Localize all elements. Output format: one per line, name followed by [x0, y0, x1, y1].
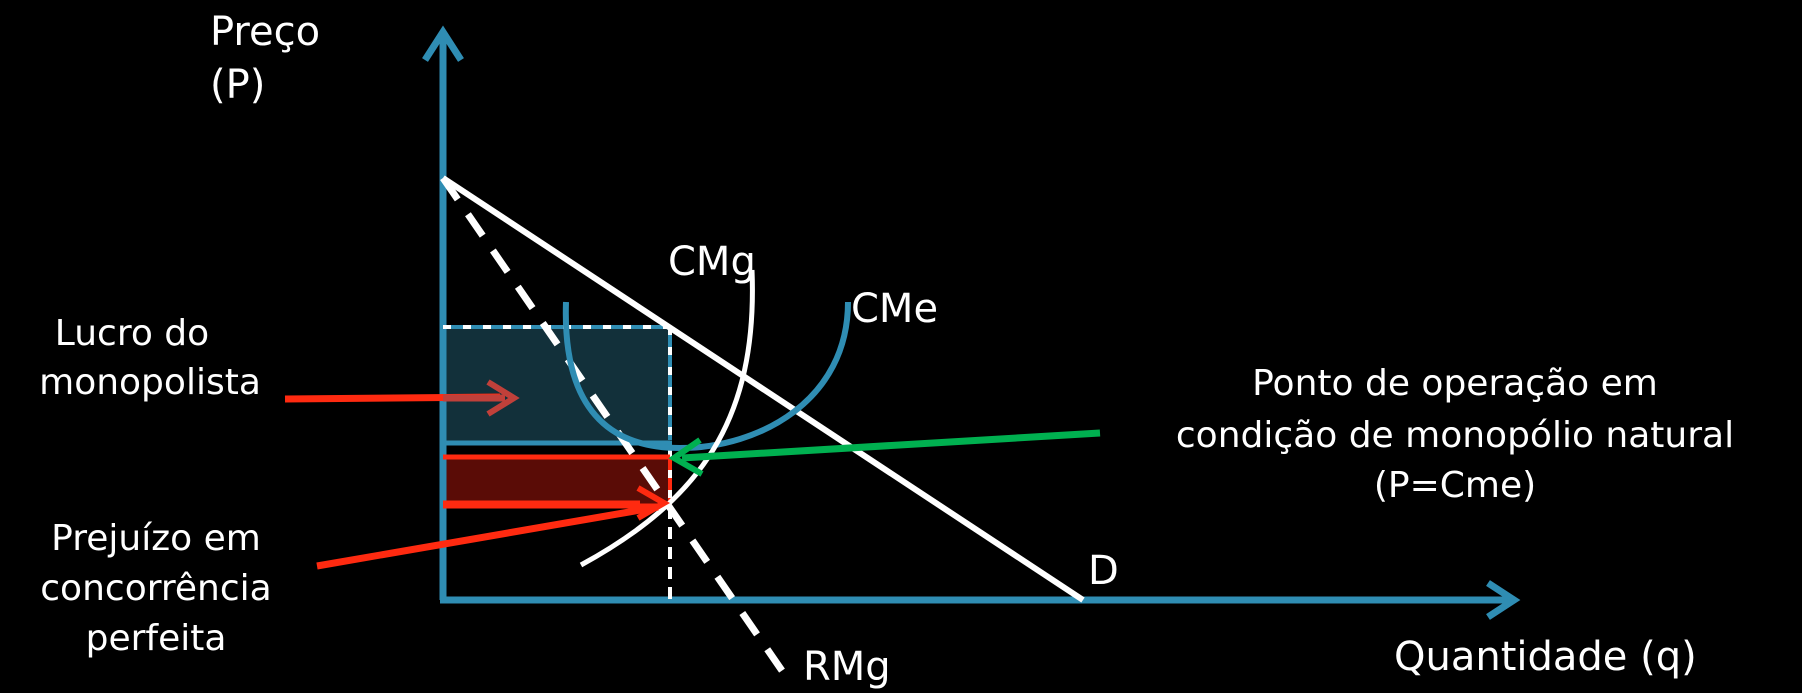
y-axis-label-line2: (P) — [210, 62, 265, 108]
operation-arrowhead — [668, 437, 704, 477]
x-axis-arrowhead — [1486, 580, 1521, 620]
profit-area — [443, 327, 670, 443]
demand-label: D — [1088, 548, 1119, 594]
operation-label-line1: Ponto de operação em — [1252, 363, 1658, 404]
profit-arrowhead — [486, 379, 520, 417]
cmg-label: CMg — [668, 239, 756, 285]
loss-label-line3: perfeita — [86, 618, 227, 659]
profit-label-line1: Lucro do — [55, 313, 209, 354]
demand-curve — [441, 175, 1085, 603]
loss-area — [443, 455, 670, 506]
cme-label: CMe — [851, 286, 938, 332]
operation-label-line3: (P=Cme) — [1374, 465, 1536, 506]
marginal-revenue-curve — [440, 176, 788, 677]
loss-label-line2: concorrência — [40, 568, 271, 609]
profit-label-line2: monopolista — [39, 362, 261, 403]
y-axis-arrowhead — [422, 25, 464, 62]
y-axis-label-line1: Preço — [210, 9, 320, 55]
loss-label-line1: Prejuízo em — [51, 518, 261, 559]
loss-arrowhead — [636, 485, 671, 521]
operation-label-line2: condição de monopólio natural — [1176, 415, 1734, 456]
operation-arrow-shaft — [681, 429, 1101, 462]
loss-arrow-shaft — [316, 503, 659, 570]
average-cost-curve — [562, 301, 851, 452]
marginal-cost-curve — [579, 269, 755, 568]
x-axis-label: Quantidade (q) — [1394, 634, 1697, 680]
rmg-label: RMg — [803, 644, 891, 690]
